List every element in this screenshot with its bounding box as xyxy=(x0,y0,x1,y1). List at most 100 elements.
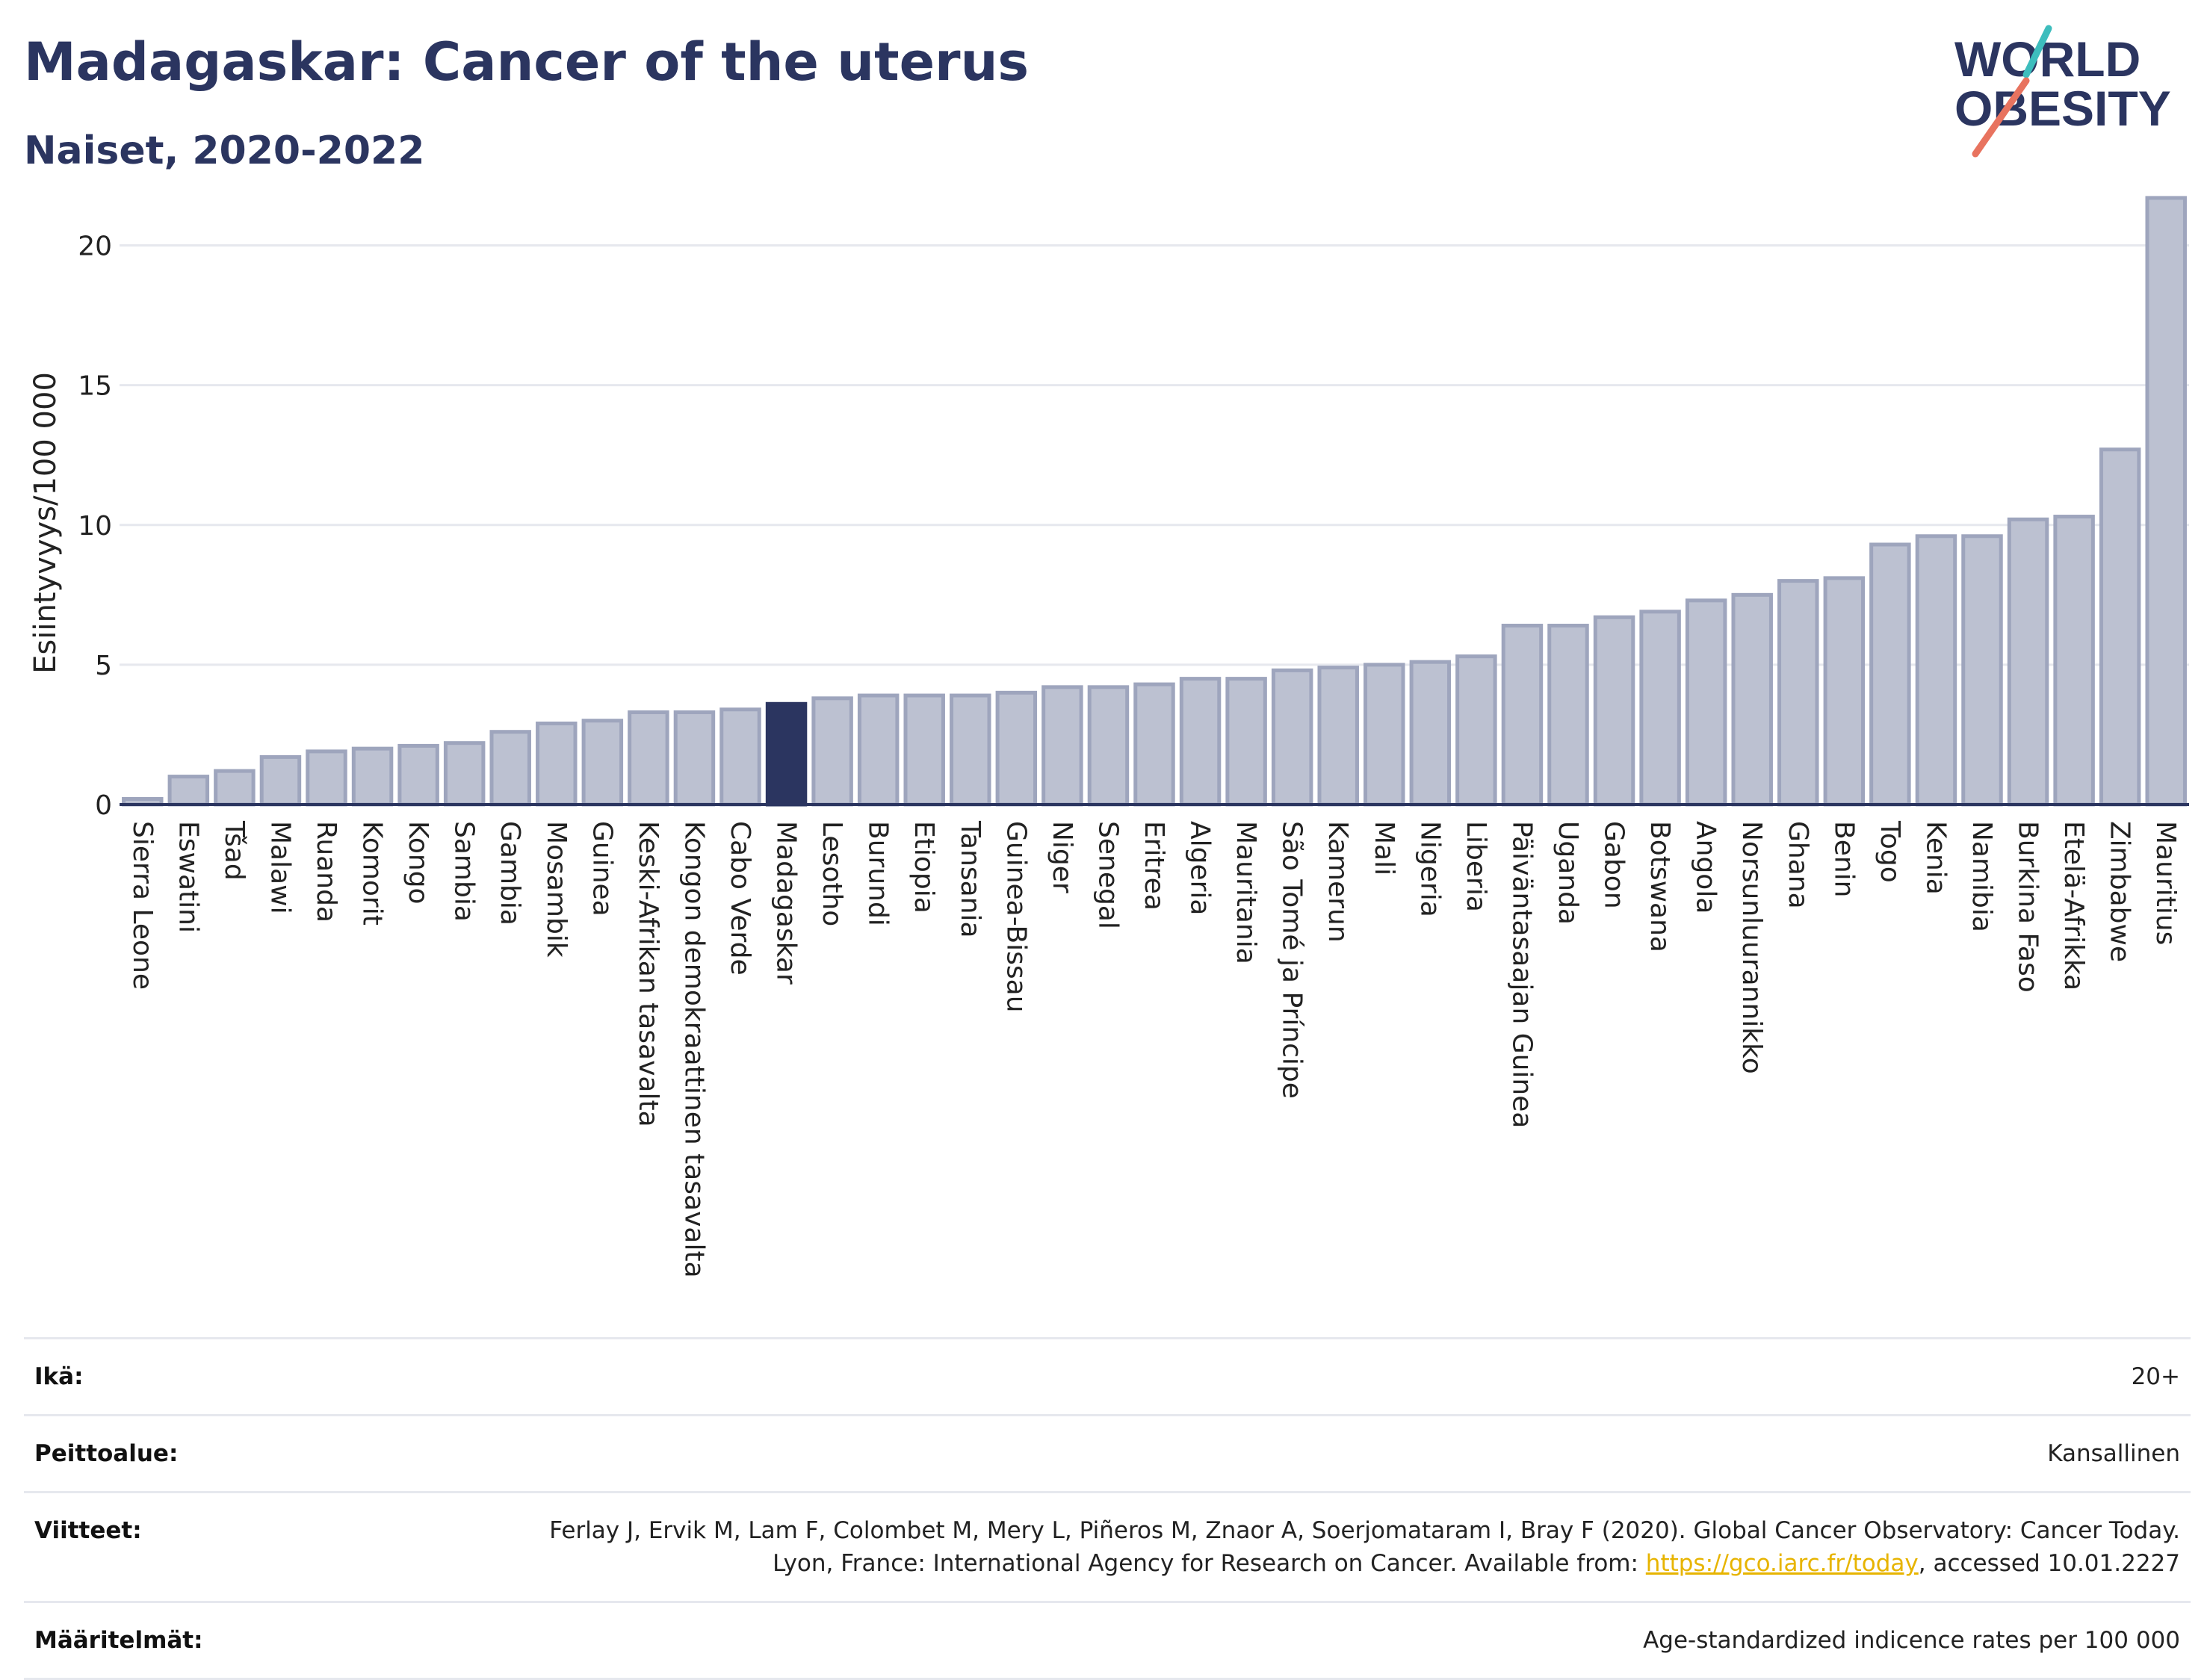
info-row-definitions: Määritelmät: Age-standardized indicence … xyxy=(24,1601,2191,1680)
bar-angola[interactable] xyxy=(1685,598,1727,807)
info-value-age: 20+ xyxy=(2131,1363,2180,1390)
x-tick-label: Ghana xyxy=(1783,821,1813,909)
info-value-coverage: Kansallinen xyxy=(2047,1440,2180,1467)
bar-keski-afrikan-tasavalta[interactable] xyxy=(628,710,669,807)
bar-mauritania[interactable] xyxy=(1225,677,1267,807)
bar-nigeria[interactable] xyxy=(1409,660,1452,807)
bar-norsunluurannikko[interactable] xyxy=(1731,592,1773,807)
x-tick-label: Lesotho xyxy=(817,821,847,926)
bar-uganda[interactable] xyxy=(1547,623,1589,807)
bar-mosambik[interactable] xyxy=(536,721,578,807)
x-tick-label: Senegal xyxy=(1092,821,1123,929)
x-tick-label: Kongo xyxy=(403,821,433,905)
bar-madagaskar[interactable] xyxy=(765,701,808,807)
chart-subtitle: Naiset, 2020-2022 xyxy=(24,128,425,173)
bar-ghana[interactable] xyxy=(1777,579,1819,807)
bar-sambia[interactable] xyxy=(443,741,486,807)
x-tick-label: Cabo Verde xyxy=(725,821,755,976)
x-tick-label: Sambia xyxy=(449,821,480,922)
x-tick-label: Botswana xyxy=(1644,821,1675,952)
bar-burundi[interactable] xyxy=(857,693,900,807)
bar-namibia[interactable] xyxy=(1961,534,2003,807)
y-axis-ticks: 0 5 10 15 20 xyxy=(78,232,112,821)
bar-togo[interactable] xyxy=(1869,542,1911,807)
bars xyxy=(122,196,2187,807)
x-tick-label: Togo xyxy=(1875,820,1905,883)
x-tick-label: Kongon demokraattinen tasavalta xyxy=(678,821,709,1278)
y-tick-label: 15 xyxy=(78,371,112,402)
bar-niger[interactable] xyxy=(1041,685,1083,807)
bar-etiopia[interactable] xyxy=(903,693,945,807)
info-label-coverage: Peittoalue: xyxy=(34,1440,179,1467)
bar-kongo[interactable] xyxy=(397,743,439,807)
info-row-age: Ikä: 20+ xyxy=(24,1337,2191,1414)
chart-title: Madagaskar: Cancer of the uterus xyxy=(24,31,1030,93)
y-tick-label: 5 xyxy=(95,651,112,681)
x-tick-label: Mauritania xyxy=(1231,821,1261,964)
x-tick-label: Keski-Afrikan tasavalta xyxy=(633,821,663,1127)
reference-link[interactable]: https://gco.iarc.fr/today xyxy=(1645,1550,1919,1577)
x-tick-label: Nigeria xyxy=(1414,821,1445,917)
bar-liberia[interactable] xyxy=(1455,654,1497,807)
bar-gambia[interactable] xyxy=(489,730,531,807)
bar-guinea[interactable] xyxy=(581,719,624,807)
info-row-coverage: Peittoalue: Kansallinen xyxy=(24,1414,2191,1491)
logo-line1: WORLD xyxy=(1954,31,2141,87)
bar-kamerun[interactable] xyxy=(1317,666,1359,807)
info-table: Ikä: 20+ Peittoalue: Kansallinen Viittee… xyxy=(24,1337,2191,1680)
bar-lesotho[interactable] xyxy=(811,696,853,807)
info-label-age: Ikä: xyxy=(34,1363,84,1390)
info-value-definitions: Age-standardized indicence rates per 100… xyxy=(1643,1627,2180,1654)
x-tick-label: Niger xyxy=(1047,821,1077,893)
bar-guinea-bissau[interactable] xyxy=(995,690,1038,807)
bar-senegal[interactable] xyxy=(1087,685,1130,807)
bar-ruanda[interactable] xyxy=(306,749,347,807)
bar-cabo-verde[interactable] xyxy=(719,707,761,807)
bar-kenia[interactable] xyxy=(1915,534,1957,807)
x-tick-label: Komorit xyxy=(357,821,388,926)
bar-eswatini[interactable] xyxy=(167,775,210,807)
x-tick-label: Sierra Leone xyxy=(127,821,158,990)
x-tick-label: Etelä-Afrikka xyxy=(2058,821,2089,991)
bar-tansania[interactable] xyxy=(950,693,991,807)
bar-t-ad[interactable] xyxy=(214,769,256,807)
bar-zimbabwe[interactable] xyxy=(2099,447,2141,807)
bar-botswana[interactable] xyxy=(1639,610,1681,807)
logo-slash-teal xyxy=(2022,25,2052,78)
bar-kongon-demokraattinen-tasavalta[interactable] xyxy=(673,710,716,807)
bar-eritrea[interactable] xyxy=(1133,682,1175,807)
bar-gabon[interactable] xyxy=(1593,615,1635,807)
bar-etel-afrikka[interactable] xyxy=(2053,515,2095,807)
bar-algeria[interactable] xyxy=(1179,677,1222,807)
x-tick-label: Etiopia xyxy=(909,821,939,914)
y-tick-label: 20 xyxy=(78,232,112,262)
info-label-references: Viitteet: xyxy=(34,1517,142,1544)
x-tick-label: Guinea xyxy=(586,821,617,917)
x-axis-labels: Sierra Leone Eswatini Tšad Malawi Ruanda Komo… xyxy=(127,820,2181,1278)
bar-benin[interactable] xyxy=(1823,576,1866,807)
info-row-references: Viitteet: Ferlay J, Ervik M, Lam F, Colo… xyxy=(24,1491,2191,1601)
bar-komorit[interactable] xyxy=(351,746,394,807)
bar-p-iv-ntasaajan-guinea[interactable] xyxy=(1501,623,1544,807)
x-tick-label: Angola xyxy=(1691,821,1721,914)
x-tick-label: Eswatini xyxy=(173,821,203,933)
bar-mali[interactable] xyxy=(1364,663,1405,807)
bar-burkina-faso[interactable] xyxy=(2007,517,2049,807)
x-tick-label: Tansania xyxy=(955,820,985,938)
logo-slash-red xyxy=(1972,77,2030,158)
y-tick-label: 0 xyxy=(95,790,112,821)
info-value-references: Ferlay J, Ervik M, Lam F, Colombet M, Me… xyxy=(536,1514,2180,1580)
bar-s-o-tom-ja-pr-ncipe[interactable] xyxy=(1271,668,1313,807)
world-obesity-logo: WORLD OBESITY xyxy=(1954,25,2171,158)
x-tick-label: Kenia xyxy=(1920,821,1951,895)
y-axis-label: Esiintyvyys/100 000 xyxy=(28,372,63,674)
x-tick-label: Gambia xyxy=(495,821,525,926)
x-tick-label: Mauritius xyxy=(2150,821,2181,945)
x-tick-label: Gabon xyxy=(1599,821,1629,909)
reference-text: Ferlay J, Ervik M, Lam F, Colombet M, Me… xyxy=(549,1517,2180,1577)
bar-mauritius[interactable] xyxy=(2145,196,2187,807)
bar-malawi[interactable] xyxy=(259,754,302,807)
x-tick-label: Burkina Faso xyxy=(2013,821,2043,993)
x-tick-label: Guinea-Bissau xyxy=(1000,821,1031,1013)
x-tick-label: São Tomé ja Príncipe xyxy=(1277,821,1307,1099)
